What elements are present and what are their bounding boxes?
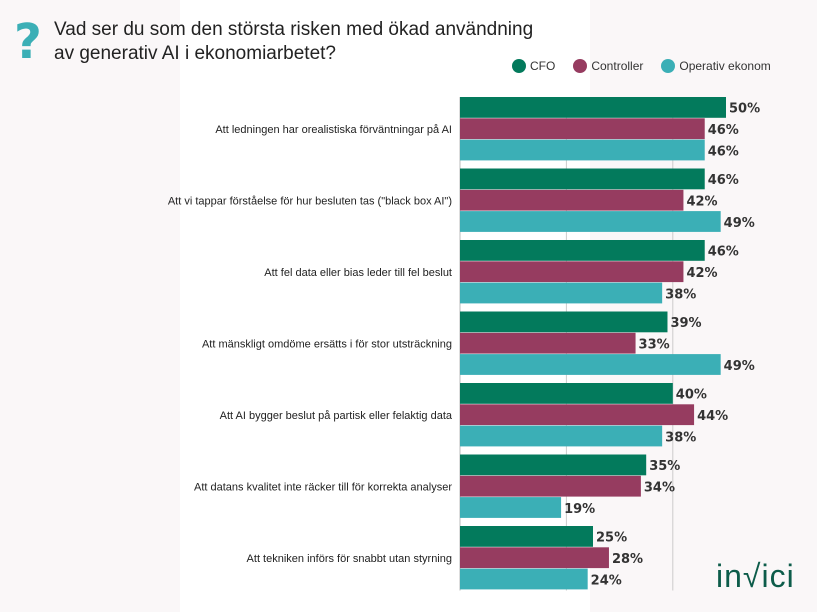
chart-title: Vad ser du som den största risken med ök… <box>54 19 534 64</box>
bar <box>460 475 641 497</box>
bar <box>460 526 593 547</box>
legend-item: CFO <box>512 59 555 73</box>
data-label: 42% <box>686 194 717 209</box>
data-label: 35% <box>649 459 680 474</box>
question-mark-icon: ? <box>14 14 42 70</box>
bar <box>460 240 705 261</box>
bar <box>460 168 705 190</box>
invici-logo: in√ici <box>716 558 795 594</box>
legend: CFO Controller Operativ ekonom <box>512 59 771 73</box>
legend-label: Operativ ekonom <box>679 59 771 73</box>
legend-label: Controller <box>591 59 644 73</box>
category-label: Att vi tappar förståelse för hur beslute… <box>168 195 452 207</box>
bar <box>460 425 663 447</box>
bar <box>460 311 668 333</box>
bar <box>460 568 588 590</box>
category-label: Att mänskligt omdöme ersätts i för stor … <box>202 338 452 350</box>
category-label: Att datans kvalitet inte räcker till för… <box>194 481 452 493</box>
data-label: 38% <box>665 430 696 445</box>
bar <box>460 211 721 232</box>
data-label: 34% <box>644 480 675 495</box>
bar <box>460 332 636 354</box>
data-label: 24% <box>591 573 622 588</box>
bar <box>460 354 721 375</box>
data-label: 33% <box>639 337 670 352</box>
bar <box>460 97 726 118</box>
data-label: 46% <box>708 144 739 159</box>
bar <box>460 261 684 283</box>
data-label: 50% <box>729 102 760 117</box>
category-label: Att fel data eller bias leder till fel b… <box>264 267 452 279</box>
data-label: 40% <box>676 388 707 403</box>
bar <box>460 282 663 304</box>
background-shape <box>0 0 180 612</box>
bar <box>460 404 695 426</box>
data-label: 49% <box>724 359 755 374</box>
data-label: 49% <box>724 216 755 231</box>
bar <box>460 118 705 140</box>
data-label: 28% <box>612 552 643 567</box>
legend-swatch <box>661 59 676 73</box>
bar <box>460 189 684 211</box>
data-label: 25% <box>596 531 627 546</box>
category-label: Att tekniken införs för snabbt utan styr… <box>247 553 452 565</box>
data-label: 42% <box>686 266 717 281</box>
bar <box>460 547 609 569</box>
data-label: 46% <box>708 123 739 138</box>
data-label: 19% <box>564 502 595 517</box>
category-label: Att ledningen har orealistiska förväntni… <box>215 124 452 136</box>
bar <box>460 383 673 404</box>
data-label: 38% <box>665 287 696 302</box>
data-label: 44% <box>697 409 728 424</box>
legend-item: Controller <box>573 59 643 73</box>
bar <box>460 454 647 476</box>
data-label: 39% <box>670 316 701 331</box>
data-label: 46% <box>708 173 739 188</box>
legend-label: CFO <box>530 59 556 73</box>
data-label: 46% <box>708 245 739 260</box>
bar <box>460 497 562 518</box>
legend-item: Operativ ekonom <box>661 59 771 73</box>
legend-swatch <box>573 59 588 73</box>
legend-swatch <box>512 59 526 73</box>
bar <box>460 139 705 161</box>
category-label: Att AI bygger beslut på partisk eller fe… <box>220 410 453 422</box>
